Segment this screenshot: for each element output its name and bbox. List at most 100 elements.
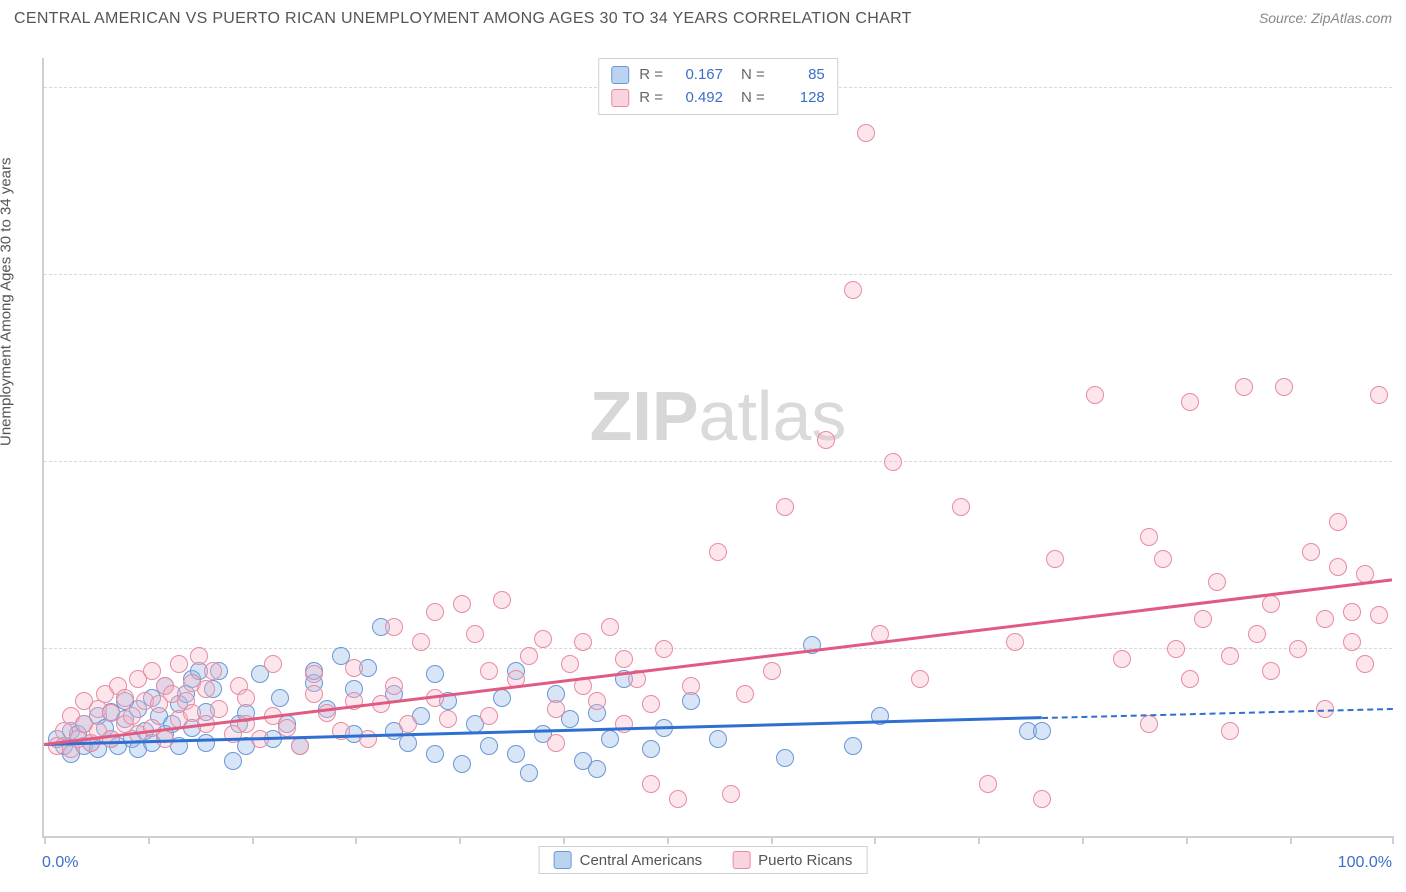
stats-row: R =0.492N =128 [611, 87, 825, 110]
data-point [507, 745, 525, 763]
data-point [399, 734, 417, 752]
data-point [493, 591, 511, 609]
data-point [1275, 378, 1293, 396]
data-point [642, 775, 660, 793]
data-point [534, 630, 552, 648]
chart-header: CENTRAL AMERICAN VS PUERTO RICAN UNEMPLO… [0, 0, 1406, 40]
data-point [439, 710, 457, 728]
data-point [1289, 640, 1307, 658]
x-tick [459, 836, 461, 844]
data-point [493, 689, 511, 707]
legend-swatch [732, 851, 750, 869]
chart-title: CENTRAL AMERICAN VS PUERTO RICAN UNEMPLO… [14, 10, 912, 28]
x-tick [1186, 836, 1188, 844]
r-value: 0.167 [673, 64, 723, 87]
data-point [1167, 640, 1185, 658]
series-swatch [611, 89, 629, 107]
data-point [480, 707, 498, 725]
data-point [817, 431, 835, 449]
plot-area: ZIPatlas 12.5%25.0%37.5%50.0% R =0.167N … [42, 58, 1392, 838]
data-point [642, 695, 660, 713]
data-point [1181, 670, 1199, 688]
source-attribution: Source: ZipAtlas.com [1259, 10, 1392, 26]
data-point [345, 659, 363, 677]
data-point [776, 749, 794, 767]
data-point [143, 662, 161, 680]
data-point [588, 692, 606, 710]
data-point [264, 655, 282, 673]
data-point [857, 124, 875, 142]
data-point [709, 730, 727, 748]
r-value: 0.492 [673, 87, 723, 110]
series-swatch [611, 66, 629, 84]
n-label: N = [741, 64, 765, 87]
data-point [426, 603, 444, 621]
data-point [305, 685, 323, 703]
data-point [615, 650, 633, 668]
data-point [278, 719, 296, 737]
legend: Central Americans Puerto Ricans [539, 846, 868, 874]
x-tick [771, 836, 773, 844]
data-point [1235, 378, 1253, 396]
y-tick-label: 12.5% [1402, 640, 1406, 658]
plot-canvas: 12.5%25.0%37.5%50.0% [44, 58, 1392, 836]
correlation-stats-box: R =0.167N =85R =0.492N =128 [598, 58, 838, 115]
data-point [1221, 647, 1239, 665]
data-point [1343, 633, 1361, 651]
data-point [709, 543, 727, 561]
x-tick [148, 836, 150, 844]
data-point [385, 618, 403, 636]
gridline [44, 648, 1392, 649]
data-point [1248, 625, 1266, 643]
data-point [736, 685, 754, 703]
y-axis-label: Unemployment Among Ages 30 to 34 years [0, 157, 15, 446]
y-tick-label: 50.0% [1402, 79, 1406, 97]
data-point [1208, 573, 1226, 591]
x-tick [978, 836, 980, 844]
x-tick [355, 836, 357, 844]
x-axis-max-label: 100.0% [1338, 854, 1392, 872]
data-point [399, 715, 417, 733]
data-point [426, 745, 444, 763]
data-point [197, 680, 215, 698]
data-point [385, 677, 403, 695]
data-point [359, 730, 377, 748]
data-point [271, 689, 289, 707]
trend-line [44, 579, 1392, 747]
x-tick [874, 836, 876, 844]
n-value: 128 [775, 87, 825, 110]
r-label: R = [639, 64, 663, 87]
data-point [170, 655, 188, 673]
data-point [763, 662, 781, 680]
y-tick-label: 37.5% [1402, 266, 1406, 284]
data-point [642, 740, 660, 758]
x-tick [667, 836, 669, 844]
data-point [480, 737, 498, 755]
legend-label: Puerto Ricans [758, 852, 852, 869]
data-point [204, 662, 222, 680]
data-point [776, 498, 794, 516]
data-point [520, 764, 538, 782]
data-point [979, 775, 997, 793]
data-point [844, 281, 862, 299]
data-point [426, 665, 444, 683]
data-point [952, 498, 970, 516]
data-point [116, 689, 134, 707]
data-point [224, 752, 242, 770]
data-point [1113, 650, 1131, 668]
data-point [210, 700, 228, 718]
data-point [520, 647, 538, 665]
data-point [1329, 513, 1347, 531]
x-tick [44, 836, 46, 844]
data-point [1046, 550, 1064, 568]
data-point [1006, 633, 1024, 651]
legend-label: Central Americans [580, 852, 703, 869]
data-point [1343, 603, 1361, 621]
data-point [547, 734, 565, 752]
data-point [1316, 610, 1334, 628]
data-point [237, 689, 255, 707]
data-point [291, 737, 309, 755]
trend-line-extrapolated [1041, 708, 1392, 719]
data-point [1262, 595, 1280, 613]
stats-row: R =0.167N =85 [611, 64, 825, 87]
